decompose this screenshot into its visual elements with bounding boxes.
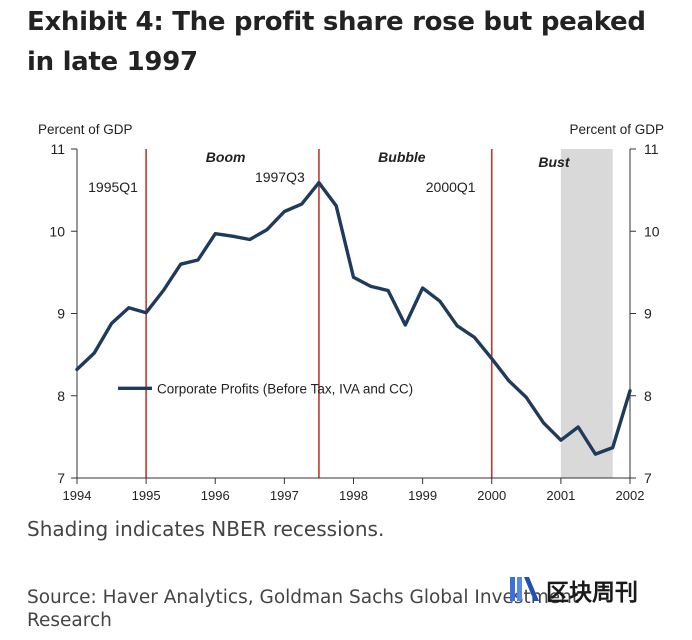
data-point: [110, 321, 113, 325]
data-point: [352, 275, 355, 279]
data-point: [611, 446, 615, 449]
data-point: [576, 425, 580, 429]
y-tick-label-left: 10: [49, 223, 65, 239]
data-point: [473, 335, 476, 339]
x-tick-label: 1994: [63, 488, 92, 503]
period-label: Boom: [206, 149, 246, 165]
data-point: [334, 204, 338, 208]
data-point: [386, 289, 390, 292]
y-tick-label-right: 9: [644, 306, 652, 322]
data-point: [594, 452, 597, 456]
data-point: [628, 389, 632, 393]
data-point: [265, 228, 269, 232]
y-tick-label-left: 8: [57, 388, 65, 404]
data-point: [282, 210, 286, 213]
y-tick-label-right: 11: [644, 141, 659, 157]
data-point: [75, 368, 79, 371]
vertical-marker-label: 1995Q1: [88, 179, 138, 195]
vertical-marker-label: 1997Q3: [255, 169, 305, 185]
y-tick-label-left: 11: [50, 141, 65, 157]
x-tick-label: 2000: [477, 488, 506, 503]
blockchain-logo-icon: [510, 577, 539, 601]
source-note: Source: Haver Analytics, Goldman Sachs G…: [27, 587, 580, 631]
data-point: [144, 311, 148, 315]
series-line: [75, 181, 632, 456]
y-tick-label-right: 7: [644, 470, 652, 486]
watermark-logo: 区块周刊: [508, 572, 678, 608]
data-point: [162, 289, 165, 292]
recession-shade: [560, 149, 613, 478]
y-tick-label-left: 9: [57, 306, 65, 322]
data-point: [92, 351, 96, 355]
data-point: [421, 286, 425, 290]
y-axis-label-right: Percent of GDP: [569, 122, 664, 137]
x-tick-label: 1997: [270, 488, 299, 503]
data-point: [231, 234, 234, 238]
data-point: [317, 181, 321, 185]
y-axis-label-left: Percent of GDP: [38, 122, 133, 137]
data-point: [179, 262, 183, 266]
watermark-text: 区块周刊: [546, 580, 638, 606]
x-tick-label: 1998: [339, 488, 368, 503]
line-chart: 7 7 8 8 9 9 10 10 11 11 1994 1995 1996 1997 1998 1999 20…: [38, 122, 664, 503]
data-point: [507, 379, 511, 383]
data-point: [213, 232, 217, 236]
x-tick-label: 1996: [201, 488, 230, 503]
y-tick-label-right: 10: [644, 223, 660, 239]
data-point: [369, 284, 373, 288]
period-label: Bubble: [378, 149, 426, 165]
data-point: [196, 258, 200, 262]
recession-note: Shading indicates NBER recessions.: [27, 517, 385, 541]
data-point: [524, 395, 528, 399]
y-tick-label-left: 7: [57, 470, 65, 486]
period-label: Bust: [538, 154, 570, 170]
data-point: [455, 324, 459, 328]
data-point: [127, 306, 131, 310]
y-tick-label-right: 8: [644, 388, 652, 404]
data-point: [248, 238, 252, 241]
data-point: [542, 421, 545, 425]
data-point: [403, 323, 407, 327]
data-point: [490, 357, 494, 361]
data-point: [559, 438, 563, 442]
legend-label: Corporate Profits (Before Tax, IVA and C…: [157, 381, 413, 396]
x-tick-label: 2002: [616, 488, 645, 503]
x-tick-label: 2001: [546, 488, 575, 503]
x-tick-label: 1995: [132, 488, 161, 503]
vertical-marker-label: 2000Q1: [426, 179, 476, 195]
data-point: [300, 202, 304, 206]
x-tick-label: 1999: [408, 488, 437, 503]
data-point: [438, 299, 442, 303]
page-title: Exhibit 4: The profit share rose but pea…: [27, 7, 646, 77]
